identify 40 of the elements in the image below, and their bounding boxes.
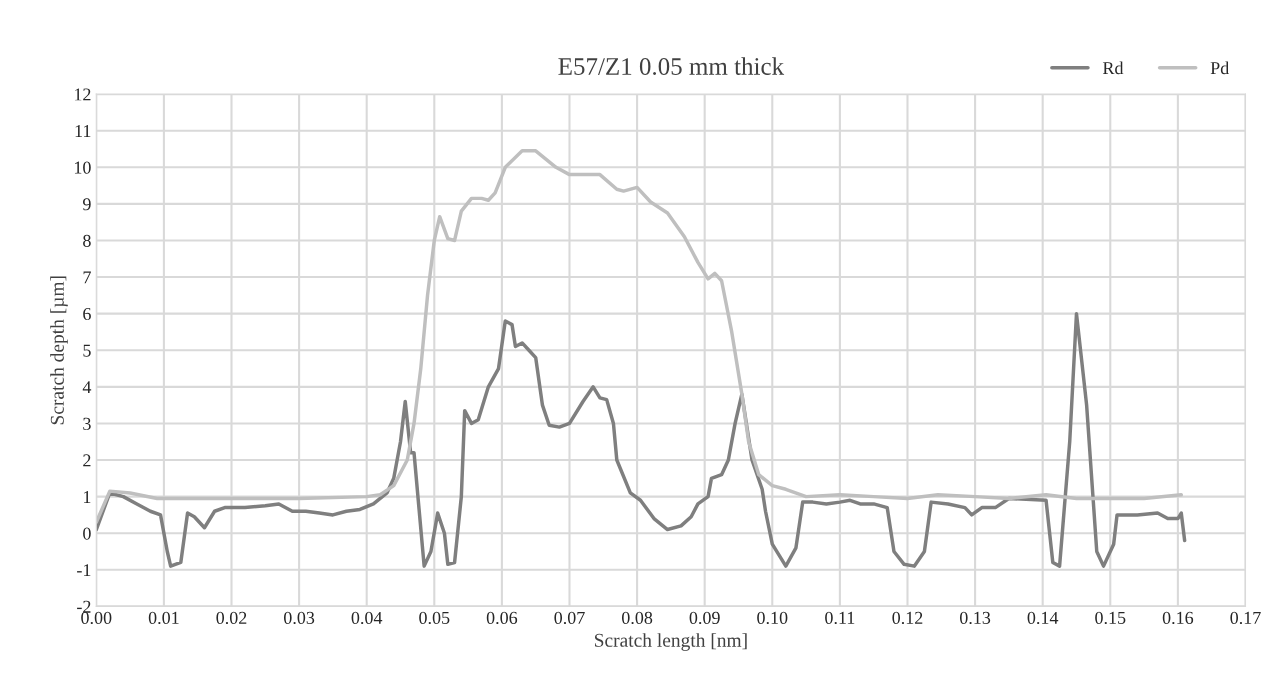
x-tick-label: 0.05 <box>419 611 450 625</box>
x-tick-label: 0.00 <box>81 611 112 625</box>
x-tick-label: 0.08 <box>621 611 653 625</box>
y-tick-label: 7 <box>83 271 91 284</box>
y-tick-label: 0 <box>83 527 91 540</box>
x-tick-label: 0.14 <box>1027 611 1059 625</box>
y-tick-label: 11 <box>75 125 91 137</box>
legend-label: Rd <box>1102 61 1124 75</box>
y-tick-label: -2 <box>77 600 91 613</box>
x-tick-label: 0.12 <box>892 611 923 625</box>
x-tick-label: 0.10 <box>757 611 788 625</box>
x-tick-label: 0.03 <box>283 611 315 625</box>
y-tick-label: 6 <box>83 307 91 321</box>
y-tick-label: 2 <box>83 454 91 467</box>
x-tick-label: 0.04 <box>351 611 383 625</box>
y-tick-label: 3 <box>83 417 91 430</box>
legend-label: Pd <box>1210 61 1230 75</box>
y-tick-label: 8 <box>83 234 91 247</box>
x-tick-label: 0.15 <box>1095 611 1126 625</box>
y-tick-label: -1 <box>77 564 91 577</box>
x-tick-label: 0.01 <box>148 611 179 625</box>
x-tick-label: 0.09 <box>689 611 720 625</box>
x-tick-label: 0.06 <box>486 611 518 625</box>
y-tick-label: 9 <box>82 198 91 211</box>
x-tick-label: 0.16 <box>1162 611 1194 625</box>
chart-title: E57/Z1 0.05 mm thick <box>558 57 785 76</box>
x-tick-label: 0.17 <box>1230 611 1261 625</box>
line-series <box>96 311 1187 568</box>
x-tick-label: 0.11 <box>825 611 855 625</box>
y-tick-label: 5 <box>83 344 91 357</box>
x-axis-title: Scratch length [nm] <box>594 633 747 651</box>
y-tick-label: 4 <box>82 381 92 394</box>
x-tick-label: 0.07 <box>554 611 585 625</box>
line-series <box>96 149 1183 524</box>
x-tick-label: 0.02 <box>216 611 247 625</box>
y-tick-label: 10 <box>74 161 91 174</box>
y-axis-title: Scratch depth [µm] <box>50 276 68 425</box>
y-tick-label: 12 <box>74 88 91 101</box>
x-tick-label: 0.13 <box>959 611 991 625</box>
y-tick-label: 1 <box>84 490 91 503</box>
